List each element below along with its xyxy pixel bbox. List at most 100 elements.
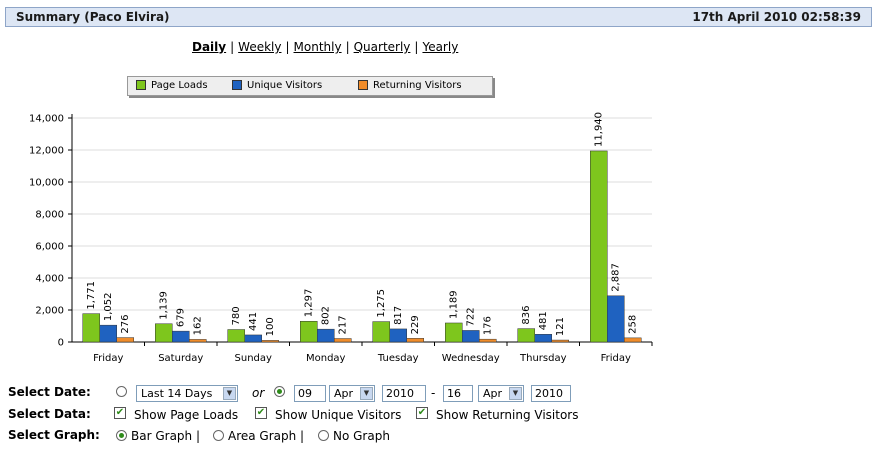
data-label: 836 <box>521 306 532 325</box>
from-day-input[interactable]: 09 <box>294 385 326 402</box>
from-month-value: Apr <box>334 387 354 400</box>
y-tick-label: 0 <box>58 338 64 349</box>
legend-label: Page Loads <box>151 80 208 91</box>
unique-visitors-checkbox[interactable]: ✔ <box>255 407 267 419</box>
legend-item-unique-visitors: Unique Visitors <box>232 80 322 91</box>
area-graph-option: Area Graph | <box>228 429 305 443</box>
data-label: 2,887 <box>611 263 622 292</box>
data-label: 802 <box>321 306 332 325</box>
x-tick-label: Saturday <box>158 353 203 364</box>
x-tick-label: Monday <box>306 353 346 364</box>
custom-range-radio[interactable] <box>274 386 285 397</box>
separator: | <box>414 40 419 54</box>
range-select[interactable]: Last 14 Days ▼ <box>136 385 238 402</box>
range-select-value: Last 14 Days <box>141 387 213 400</box>
bar <box>82 313 100 343</box>
bar <box>227 329 245 343</box>
y-tick-label: 10,000 <box>29 178 64 189</box>
or-text: or <box>252 386 265 400</box>
data-label: 1,275 <box>376 289 387 318</box>
x-tick-label: Friday <box>93 353 123 364</box>
bar <box>517 328 535 343</box>
data-label: 481 <box>538 311 549 330</box>
data-label: 441 <box>248 312 259 331</box>
bar <box>116 337 134 343</box>
returning-visitors-checkbox[interactable]: ✔ <box>416 407 428 419</box>
separator: | <box>230 40 235 54</box>
to-year-input[interactable]: 2010 <box>531 385 571 402</box>
bar <box>624 337 642 343</box>
page-title: Summary (Paco Elvira) <box>16 10 170 24</box>
unique-visitors-option: Show Unique Visitors <box>275 408 402 422</box>
bar <box>551 339 569 343</box>
data-label: 121 <box>555 317 566 336</box>
x-tick-label: Thursday <box>519 353 567 364</box>
returning-visitors-option: Show Returning Visitors <box>436 408 579 422</box>
bar <box>172 330 190 343</box>
tab-daily[interactable]: Daily <box>192 40 227 54</box>
legend-label: Returning Visitors <box>373 80 462 91</box>
page-loads-option: Show Page Loads <box>134 408 239 422</box>
y-tick-label: 12,000 <box>29 146 64 157</box>
from-year-input[interactable]: 2010 <box>382 385 426 402</box>
bar <box>99 324 117 343</box>
bar <box>534 334 552 343</box>
bar <box>590 150 608 343</box>
y-tick-label: 4,000 <box>35 274 64 285</box>
tab-yearly[interactable]: Yearly <box>422 40 459 54</box>
bar <box>462 330 480 343</box>
bar-graph-radio[interactable] <box>116 430 127 441</box>
data-label: 11,940 <box>594 112 605 147</box>
data-label: 1,771 <box>86 281 97 310</box>
chevron-down-icon: ▼ <box>509 387 522 400</box>
range-radio[interactable] <box>116 386 127 397</box>
chart-controls: Select Date: Last 14 Days ▼ or 09 Apr ▼ 20… <box>8 385 878 445</box>
y-tick-label: 2,000 <box>35 306 64 317</box>
legend-swatch <box>136 80 146 90</box>
bar <box>300 320 318 343</box>
data-label: 258 <box>628 315 639 334</box>
tab-quarterly[interactable]: Quarterly <box>353 40 411 54</box>
tab-monthly[interactable]: Monthly <box>293 40 342 54</box>
legend-swatch <box>232 80 242 90</box>
data-label: 100 <box>265 317 276 336</box>
no-graph-radio[interactable] <box>318 430 329 441</box>
y-tick-label: 8,000 <box>35 210 64 221</box>
data-label: 1,052 <box>103 293 114 322</box>
data-label: 780 <box>231 306 242 325</box>
bar <box>406 338 424 343</box>
separator: | <box>345 40 350 54</box>
from-month-select[interactable]: Apr ▼ <box>329 385 375 402</box>
data-label: 217 <box>338 315 349 334</box>
to-day-input[interactable]: 16 <box>443 385 473 402</box>
legend-swatch <box>358 80 368 90</box>
bar <box>445 322 463 343</box>
page-loads-checkbox[interactable]: ✔ <box>114 407 126 419</box>
x-tick-label: Friday <box>601 353 631 364</box>
tab-weekly[interactable]: Weekly <box>238 40 282 54</box>
bar <box>189 339 207 343</box>
area-graph-radio[interactable] <box>213 430 224 441</box>
to-month-select[interactable]: Apr ▼ <box>478 385 524 402</box>
bar <box>155 323 173 343</box>
period-tabs: Daily | Weekly | Monthly | Quarterly | Yearly <box>192 40 458 54</box>
bar-graph-option: Bar Graph | <box>131 429 200 443</box>
select-date-label: Select Date: <box>8 385 91 399</box>
legend-item-page-loads: Page Loads <box>136 80 208 91</box>
select-graph-label: Select Graph: <box>8 428 100 442</box>
bar <box>261 340 279 343</box>
x-tick-label: Wednesday <box>442 353 500 364</box>
bar <box>244 334 262 343</box>
data-label: 162 <box>193 316 204 335</box>
data-label: 1,139 <box>159 291 170 320</box>
bar <box>389 328 407 343</box>
y-tick-label: 14,000 <box>29 114 64 125</box>
to-month-value: Apr <box>483 387 503 400</box>
x-tick-label: Sunday <box>235 353 272 364</box>
date-dash: - <box>431 386 436 400</box>
data-label: 176 <box>483 316 494 335</box>
x-tick-label: Tuesday <box>377 353 419 364</box>
summary-header: Summary (Paco Elvira) 17th April 2010 02… <box>5 7 872 27</box>
legend-item-returning-visitors: Returning Visitors <box>358 80 462 91</box>
bar <box>479 338 497 343</box>
